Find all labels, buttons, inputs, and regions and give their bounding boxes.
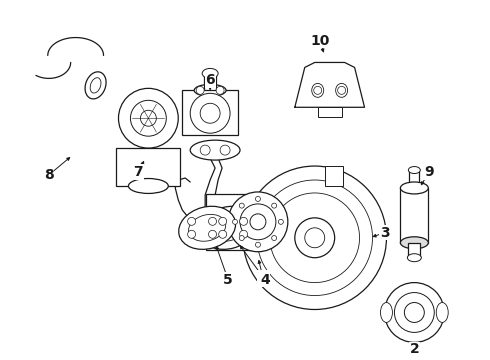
Circle shape [219,217,227,225]
Circle shape [239,203,244,208]
Circle shape [314,86,322,94]
Circle shape [200,103,220,123]
Circle shape [130,100,166,136]
Ellipse shape [380,302,392,323]
Ellipse shape [179,206,236,249]
Text: 10: 10 [310,33,329,48]
Circle shape [233,219,238,224]
Ellipse shape [436,302,448,323]
Circle shape [295,218,335,258]
Circle shape [141,110,156,126]
Bar [318,107,342,117]
Circle shape [219,230,227,238]
Ellipse shape [336,84,347,97]
Circle shape [190,93,230,133]
Bar [204,73,216,90]
Text: 7: 7 [134,165,143,179]
Circle shape [385,283,444,342]
Ellipse shape [400,237,428,249]
Circle shape [255,242,261,247]
Circle shape [188,217,196,225]
Circle shape [255,197,261,201]
Text: 4: 4 [260,273,270,287]
Ellipse shape [189,215,226,241]
Circle shape [200,145,210,155]
Circle shape [216,86,224,94]
Circle shape [240,204,276,240]
Ellipse shape [202,68,218,78]
Circle shape [271,235,277,240]
Circle shape [188,230,196,238]
Text: 6: 6 [205,73,215,87]
Ellipse shape [407,254,421,262]
Circle shape [228,192,288,252]
Ellipse shape [85,72,106,99]
Circle shape [209,217,217,225]
Ellipse shape [210,215,246,241]
Circle shape [240,230,247,238]
Circle shape [196,86,204,94]
Circle shape [243,166,387,310]
Circle shape [257,180,372,296]
Text: 5: 5 [223,273,233,287]
Bar [117,148,180,186]
Circle shape [278,219,283,224]
Text: 3: 3 [380,226,389,240]
Bar [182,90,238,135]
Bar [325,166,343,186]
Circle shape [338,86,345,94]
Circle shape [209,230,217,238]
Circle shape [250,214,266,230]
Ellipse shape [199,206,256,249]
Circle shape [404,302,424,323]
Circle shape [239,235,244,240]
Ellipse shape [128,179,168,193]
Circle shape [271,203,277,208]
Bar [206,194,258,250]
Text: 2: 2 [410,342,419,356]
Ellipse shape [90,78,101,93]
Bar [400,188,428,243]
Ellipse shape [312,84,324,97]
Bar [408,243,420,258]
Text: 8: 8 [44,168,53,182]
Ellipse shape [408,167,420,174]
Bar [409,170,419,188]
Text: 9: 9 [424,165,434,179]
Ellipse shape [194,84,226,96]
Circle shape [240,217,247,225]
Circle shape [394,293,434,332]
Ellipse shape [190,140,240,160]
Circle shape [119,88,178,148]
Circle shape [305,228,325,248]
Circle shape [220,145,230,155]
Ellipse shape [400,182,428,194]
Text: 1: 1 [258,271,268,285]
Circle shape [270,193,360,283]
